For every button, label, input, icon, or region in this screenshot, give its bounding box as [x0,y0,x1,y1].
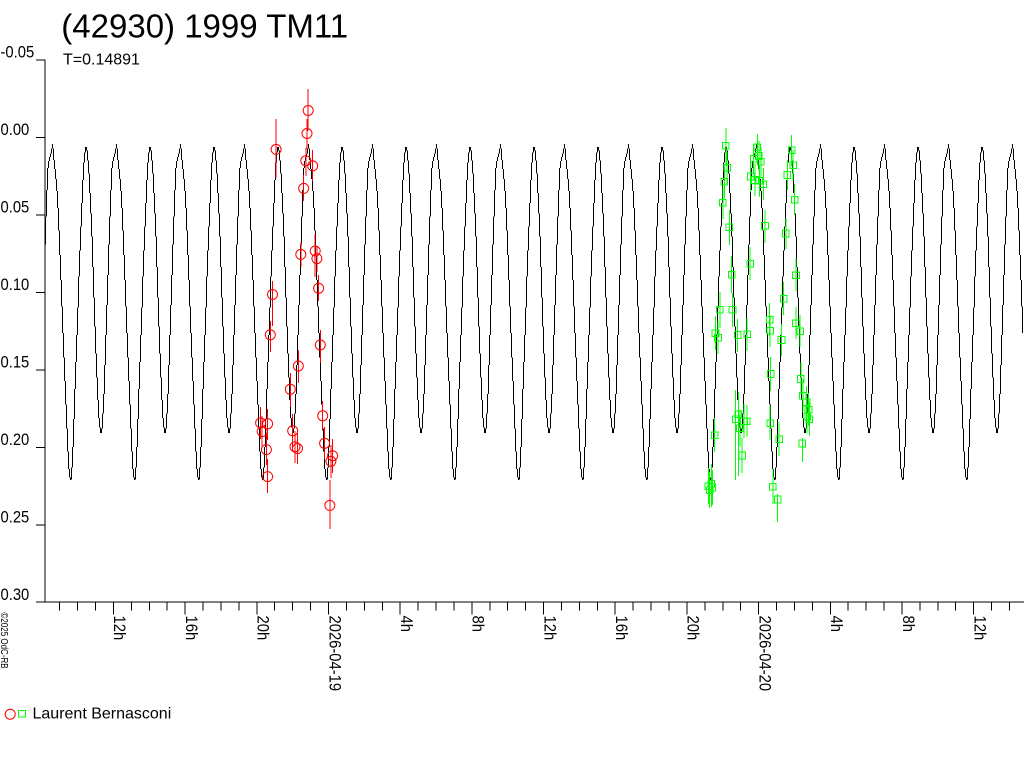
svg-text:20h: 20h [683,616,701,641]
svg-text:0.10: 0.10 [1,276,30,294]
svg-text:©2025 OdC-RB: ©2025 OdC-RB [0,613,10,669]
svg-text:0.00: 0.00 [1,121,30,139]
svg-text:2026-04-20: 2026-04-20 [755,616,773,692]
svg-text:Laurent Bernasconi: Laurent Bernasconi [33,706,172,723]
svg-text:20h: 20h [253,616,271,641]
svg-text:8h: 8h [468,616,486,632]
svg-text:T=0.14891: T=0.14891 [63,52,140,69]
svg-text:4h: 4h [397,616,415,632]
svg-text:16h: 16h [182,616,200,641]
svg-text:8h: 8h [899,616,917,632]
svg-text:0.30: 0.30 [1,586,30,604]
svg-text:0.05: 0.05 [1,199,30,217]
svg-text:-0.05: -0.05 [1,44,35,62]
svg-text:12h: 12h [970,616,988,641]
svg-text:0.20: 0.20 [1,431,30,449]
svg-text:(42930) 1999 TM11: (42930) 1999 TM11 [61,8,348,45]
svg-text:16h: 16h [612,616,630,641]
svg-text:0.25: 0.25 [1,509,30,527]
svg-text:0.15: 0.15 [1,354,30,372]
svg-text:4h: 4h [827,616,845,632]
svg-text:12h: 12h [110,616,128,641]
svg-text:12h: 12h [540,616,558,641]
svg-text:2026-04-19: 2026-04-19 [325,616,343,692]
